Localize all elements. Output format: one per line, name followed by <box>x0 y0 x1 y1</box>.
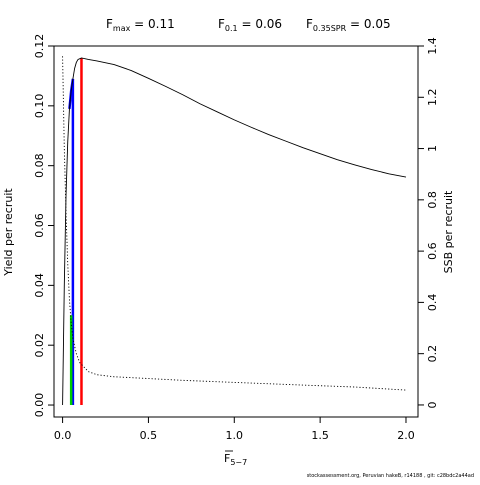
x-tick-label: 0.5 <box>140 429 158 442</box>
y-left-tick-label: 0.10 <box>33 94 46 119</box>
reference-lines <box>68 57 83 406</box>
x-tick-label: 1.5 <box>311 429 329 442</box>
y-right-tick-label: 0.2 <box>426 345 439 363</box>
y-left-tick-label: 0.06 <box>33 213 46 238</box>
y-right-tick-label: 0.8 <box>426 191 439 209</box>
y-left-tick-label: 0.00 <box>33 393 46 418</box>
plot-frame <box>53 45 419 418</box>
yield-per-recruit-line <box>62 57 407 406</box>
y-left-tick-label: 0.02 <box>33 333 46 358</box>
x-tick-label: 1.0 <box>226 429 244 442</box>
y-right-tick-label: 0.6 <box>426 242 439 259</box>
ssb-per-recruit-line <box>62 56 407 391</box>
y-left-tick-label: 0.12 <box>33 34 46 59</box>
f01-label: F0.1 = 0.06 <box>218 17 282 33</box>
y-axis-right-title: SSB per recruit <box>442 190 455 273</box>
y-axis-left: 0.00 0.02 0.04 0.06 0.08 0.10 0.12 <box>33 34 54 418</box>
y-right-tick-label: 0.4 <box>426 294 439 312</box>
y-right-tick-label: 1.2 <box>426 89 439 107</box>
fmax-label: Fmax = 0.11 <box>106 17 175 33</box>
y-right-tick-label: 0 <box>426 401 439 408</box>
y-axis-right: 0 0.2 0.4 0.6 0.8 1 1.2 1.4 <box>418 37 439 408</box>
x-axis-title-sub: 5−7 <box>230 458 247 467</box>
top-labels: Fmax = 0.11 F0.1 = 0.06 F0.35SPR = 0.05 <box>106 17 391 33</box>
svg-text:F5−7: F5−7 <box>224 452 247 467</box>
x-tick-label: 0.0 <box>54 429 72 442</box>
x-tick-label: 2.0 <box>397 429 415 442</box>
credit-text: stockassessment.org, Peruvian hakeB, r14… <box>307 473 474 479</box>
y-axis-left-title: Yield per recruit <box>2 188 15 277</box>
series-layer <box>62 56 407 406</box>
y-right-tick-label: 1 <box>426 145 439 152</box>
y-left-tick-label: 0.04 <box>33 273 46 298</box>
x-axis-title: F5−7 <box>224 450 247 467</box>
x-axis-title-main: F <box>224 452 230 465</box>
y-left-tick-label: 0.08 <box>33 153 46 178</box>
f35spr-label: F0.35SPR = 0.05 <box>306 17 391 33</box>
x-axis: 0.0 0.5 1.0 1.5 2.0 <box>54 417 415 442</box>
y-right-tick-label: 1.4 <box>426 37 439 55</box>
